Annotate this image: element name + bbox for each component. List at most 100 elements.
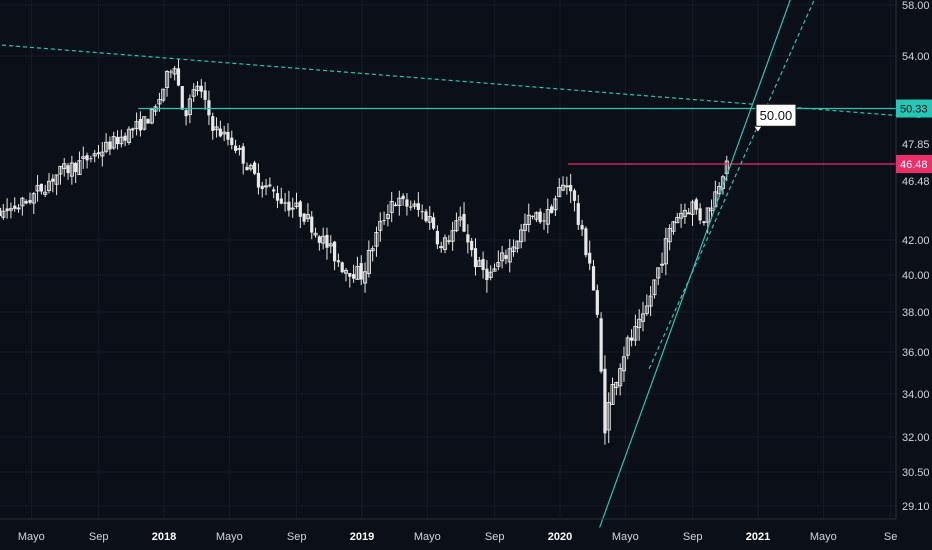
- candle-body-up: [157, 99, 162, 105]
- candle-body-up: [1, 210, 6, 218]
- candle-body-down: [176, 68, 181, 86]
- candle-body-down: [0, 207, 2, 217]
- candle-body-up: [659, 263, 665, 266]
- candle-body-up: [633, 326, 638, 341]
- candle-body-down: [462, 213, 466, 232]
- candle-body-down: [146, 119, 150, 124]
- candle-body-up: [667, 228, 672, 243]
- candle-body-up: [222, 131, 227, 135]
- candle-body-up: [545, 209, 550, 225]
- candle-body-up: [427, 216, 432, 223]
- candle-body-down: [416, 203, 420, 210]
- solid-trendline[interactable]: [599, 0, 798, 528]
- candle-body-down: [66, 165, 70, 174]
- dashed-trendline[interactable]: [648, 0, 823, 370]
- candle-body-up: [149, 109, 154, 124]
- candle-body-up: [618, 368, 623, 387]
- candle-body-down: [393, 204, 398, 207]
- candle-body-up: [560, 184, 566, 191]
- candle-body-down: [538, 211, 542, 223]
- candle-body-up: [248, 164, 253, 170]
- candle-body-down: [481, 259, 485, 270]
- candle-body-up: [328, 243, 333, 247]
- candle-body-up: [397, 197, 402, 206]
- candle-body-down: [603, 368, 607, 434]
- candle-body-up: [343, 269, 349, 274]
- candle-body-up: [119, 136, 124, 145]
- candle-body-down: [504, 255, 508, 259]
- candle-body-up: [191, 89, 196, 97]
- candle-body-up: [663, 238, 668, 265]
- candle-body-down: [466, 234, 470, 243]
- candle-body-up: [214, 126, 219, 131]
- candle-body-down: [325, 234, 329, 248]
- y-axis-tick-label: 46.48: [902, 176, 930, 188]
- candle-body-up: [458, 216, 463, 221]
- candle-body-up: [134, 121, 139, 130]
- candle-body-down: [256, 172, 261, 188]
- candle-body-down: [287, 201, 291, 211]
- candle-body-up: [610, 383, 615, 405]
- candle-body-up: [362, 271, 368, 284]
- candle-body-up: [492, 268, 497, 272]
- candle-body-down: [431, 217, 436, 229]
- candle-body-up: [100, 151, 105, 157]
- y-axis-tick-label: 38.00: [902, 307, 930, 319]
- candle-body-up: [370, 248, 375, 252]
- candle-body-up: [92, 153, 97, 157]
- candle-body-up: [62, 163, 67, 169]
- candle-body-up: [374, 232, 379, 247]
- candle-body-up: [686, 212, 691, 215]
- candle-body-up: [682, 209, 687, 217]
- candle-body-up: [294, 202, 299, 207]
- candle-body-down: [115, 136, 120, 145]
- x-axis-tick-label: Mayo: [810, 531, 837, 543]
- candle-body-down: [694, 199, 698, 210]
- candle-body-up: [164, 71, 170, 88]
- candle-body-up: [54, 174, 59, 185]
- candle-body-up: [709, 207, 714, 212]
- candle-body-down: [591, 266, 596, 291]
- candle-body-down: [405, 199, 409, 207]
- candle-body-up: [500, 252, 505, 262]
- candle-body-down: [268, 184, 272, 187]
- candle-body-down: [359, 263, 363, 280]
- candle-body-down: [435, 230, 439, 245]
- candle-body-up: [526, 214, 531, 225]
- candle-body-up: [172, 68, 177, 75]
- candle-body-up: [648, 295, 653, 307]
- candle-body-down: [584, 228, 588, 256]
- candle-body-up: [553, 198, 558, 211]
- candle-body-down: [698, 208, 702, 221]
- candle-body-down: [576, 203, 580, 225]
- candle-body-down: [542, 220, 546, 222]
- price-label-box: [896, 155, 932, 173]
- candle-body-up: [16, 207, 21, 210]
- candle-body-down: [96, 152, 101, 155]
- candle-body-down: [352, 274, 356, 279]
- price-label-text: 46.48: [900, 159, 928, 171]
- callout-box[interactable]: [755, 103, 797, 127]
- y-axis-tick-label: 32.00: [902, 432, 930, 444]
- y-axis-tick-label: 30.50: [902, 467, 930, 479]
- candle-body-up: [621, 356, 627, 372]
- candle-body-down: [241, 146, 245, 164]
- candle-body-down: [340, 262, 344, 273]
- candle-body-up: [690, 201, 695, 215]
- candle-body-down: [180, 86, 184, 110]
- y-axis-tick-label: 36.00: [902, 347, 930, 359]
- candle-body-down: [580, 225, 584, 230]
- candle-body-up: [679, 212, 684, 219]
- y-axis-tick-label: 29.10: [902, 501, 930, 513]
- drawings-layer[interactable]: 50.00: [0, 0, 923, 528]
- candle-body-down: [420, 211, 424, 213]
- candle-body-down: [572, 190, 577, 201]
- x-axis-tick-label: Sep: [683, 531, 703, 543]
- candle-body-up: [671, 221, 676, 232]
- x-axis-tick-label: Sep: [485, 531, 505, 543]
- candle-body-up: [511, 246, 516, 253]
- candle-body-down: [473, 248, 478, 268]
- candle-body-down: [272, 189, 276, 192]
